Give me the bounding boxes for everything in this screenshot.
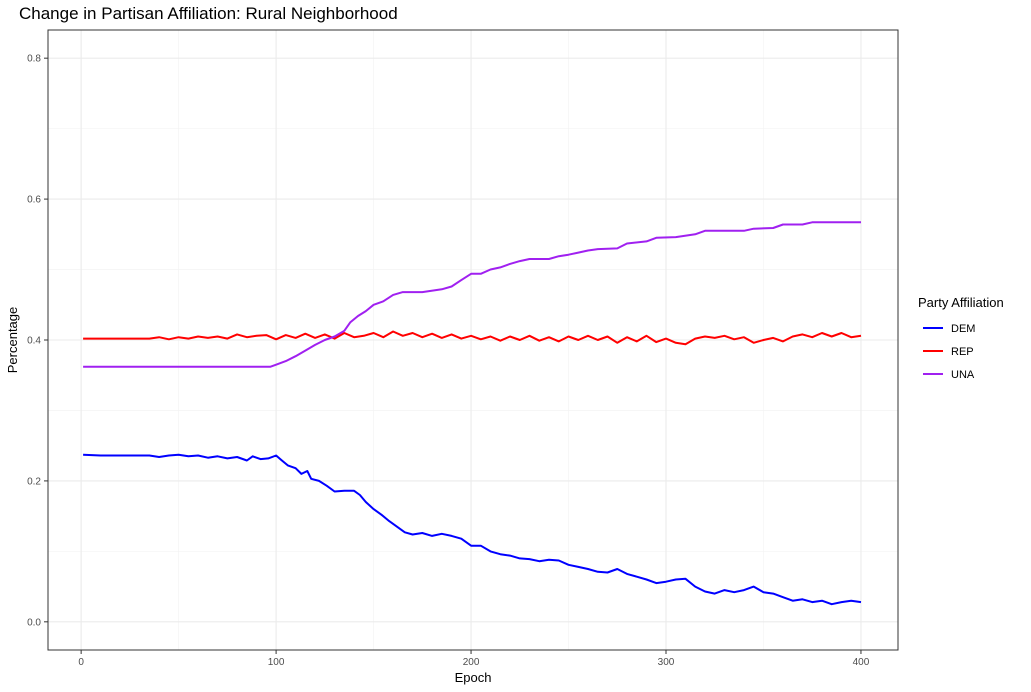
gridlines bbox=[48, 30, 898, 650]
y-tick-label: 0.8 bbox=[27, 54, 41, 65]
legend: Party Affiliation DEM REP UNA bbox=[918, 295, 1004, 381]
series-line-dem bbox=[83, 453, 862, 606]
x-axis: 0 100 200 300 400 bbox=[78, 650, 870, 668]
legend-label-rep: REP bbox=[951, 346, 974, 358]
y-axis-title: Percentage bbox=[5, 307, 20, 374]
y-tick-label: 0.4 bbox=[27, 336, 41, 347]
x-tick-label: 200 bbox=[463, 657, 480, 668]
x-tick-label: 0 bbox=[78, 657, 84, 668]
y-tick-label: 0.6 bbox=[27, 195, 41, 206]
legend-title: Party Affiliation bbox=[918, 295, 1004, 310]
x-tick-label: 100 bbox=[268, 657, 285, 668]
legend-label-dem: DEM bbox=[951, 323, 975, 335]
y-axis: 0.0 0.2 0.4 0.6 0.8 bbox=[27, 54, 48, 628]
series-line-una bbox=[83, 221, 861, 368]
y-tick-label: 0.2 bbox=[27, 476, 41, 487]
series-lines bbox=[83, 221, 862, 606]
x-axis-title: Epoch bbox=[455, 670, 492, 685]
y-tick-label: 0.0 bbox=[27, 617, 41, 628]
x-tick-label: 300 bbox=[658, 657, 675, 668]
x-tick-label: 400 bbox=[853, 657, 870, 668]
legend-label-una: UNA bbox=[951, 369, 975, 381]
series-line-rep bbox=[83, 330, 862, 346]
chart-title: Change in Partisan Affiliation: Rural Ne… bbox=[19, 4, 398, 23]
